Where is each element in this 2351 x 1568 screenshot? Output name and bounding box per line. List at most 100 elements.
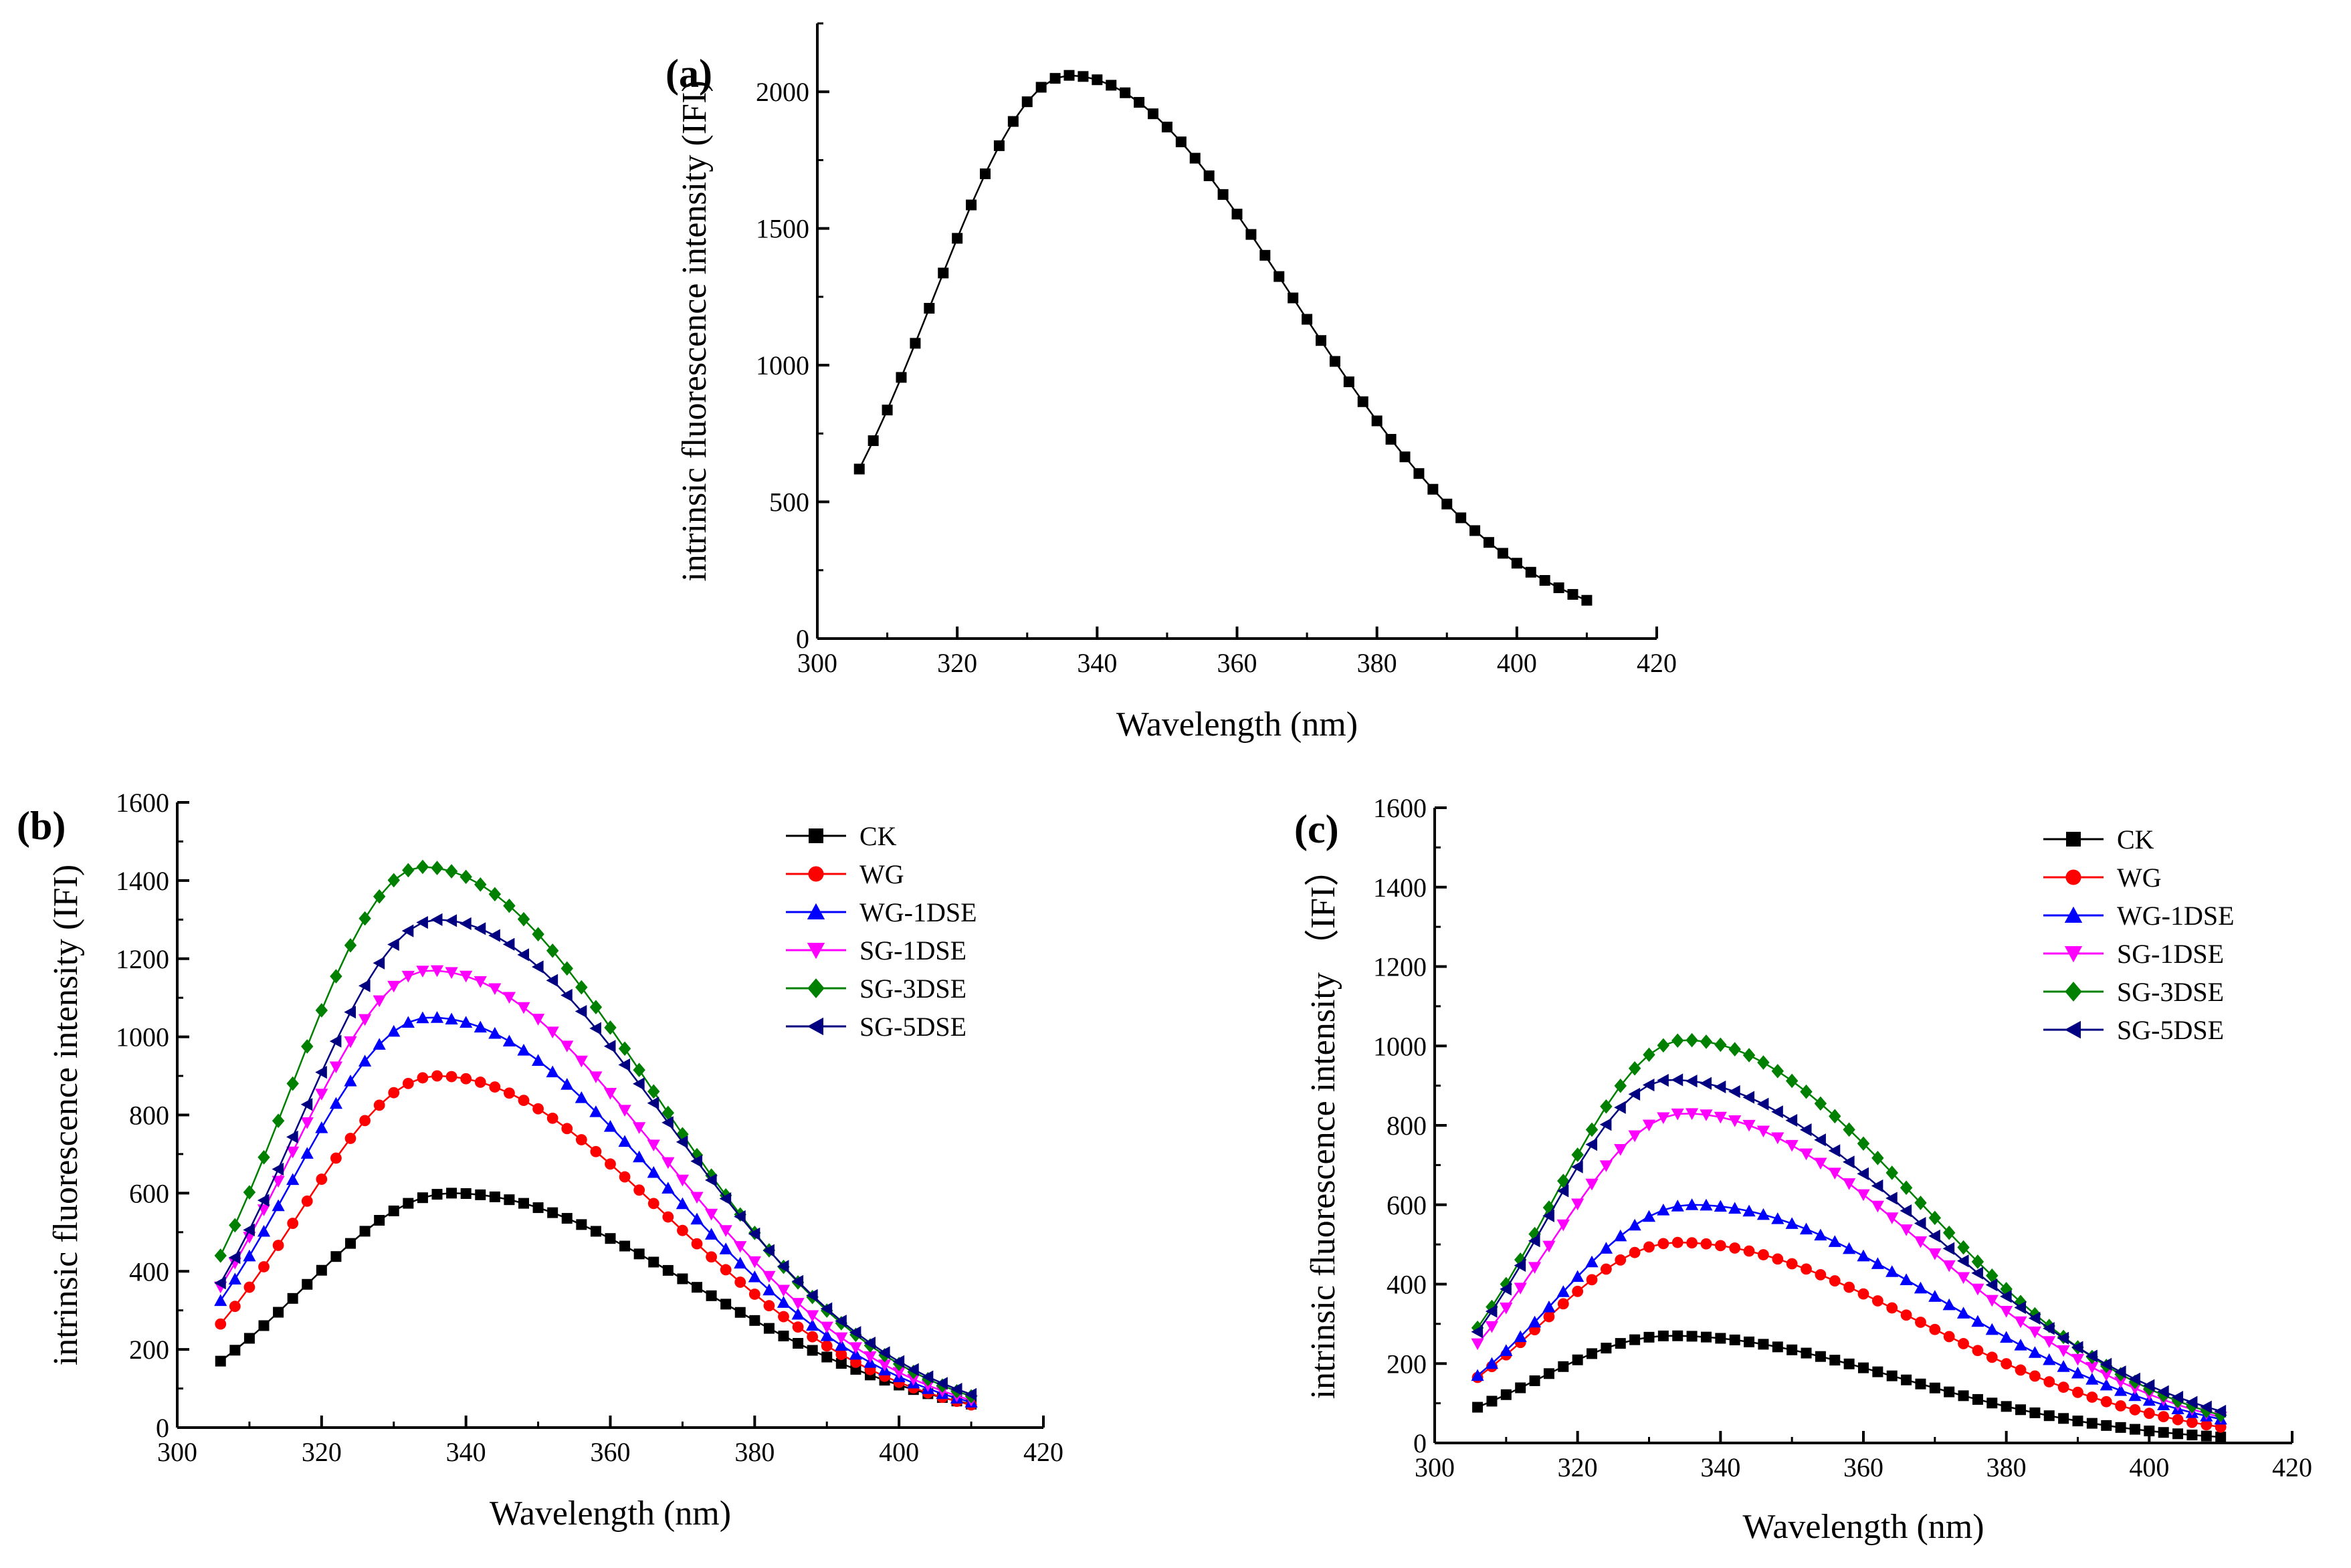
legend-label: WG-1DSE <box>2117 901 2235 931</box>
y-tick-label: 800 <box>129 1101 169 1131</box>
data-point <box>1672 1330 1683 1341</box>
data-point <box>388 1205 399 1216</box>
data-point <box>1614 1229 1627 1242</box>
data-point <box>762 1283 776 1296</box>
data-point <box>1714 1111 1727 1124</box>
data-point <box>1629 1334 1641 1345</box>
data-point <box>1542 1240 1556 1253</box>
data-point <box>1914 1236 1928 1248</box>
data-point <box>1316 335 1326 346</box>
data-point <box>2114 1383 2128 1396</box>
y-tick-label: 600 <box>1387 1190 1427 1220</box>
data-point <box>575 1004 587 1018</box>
data-point <box>966 199 977 211</box>
data-point <box>1657 1112 1670 1125</box>
data-point <box>1843 1155 1855 1169</box>
data-point <box>2028 1311 2041 1325</box>
data-point <box>517 1002 530 1014</box>
data-point <box>791 1298 805 1310</box>
data-point <box>373 889 386 904</box>
data-point <box>633 1062 645 1078</box>
data-point <box>1469 525 1481 536</box>
panel-label: (b) <box>17 804 66 848</box>
data-point <box>402 863 415 878</box>
data-point <box>1514 1330 1527 1343</box>
data-point <box>2100 1378 2113 1391</box>
data-point <box>1928 1290 1942 1302</box>
data-point <box>1556 1285 1570 1297</box>
x-tick-label: 420 <box>1023 1437 1063 1467</box>
data-point <box>1742 1048 1756 1062</box>
x-tick-label: 360 <box>591 1437 631 1467</box>
data-point <box>502 992 516 1004</box>
data-point <box>575 1055 588 1068</box>
data-point <box>488 983 502 996</box>
data-point <box>777 1260 789 1273</box>
x-tick-label: 300 <box>797 648 837 678</box>
legend-marker <box>808 866 824 882</box>
data-point <box>2000 1290 2012 1303</box>
data-point <box>272 1113 285 1129</box>
data-point <box>489 1081 501 1093</box>
y-tick-label: 0 <box>156 1413 169 1443</box>
data-point <box>647 1097 659 1110</box>
data-point <box>1485 1321 1499 1333</box>
data-point <box>633 1248 645 1260</box>
data-point <box>863 1336 876 1350</box>
data-point <box>575 1091 588 1103</box>
data-point <box>907 1363 919 1376</box>
data-point <box>820 1321 833 1334</box>
data-point <box>704 1208 718 1221</box>
data-point <box>2100 1369 2113 1381</box>
data-point <box>344 1075 357 1087</box>
data-point <box>589 1105 603 1117</box>
data-point <box>474 976 487 988</box>
data-point <box>690 1212 704 1225</box>
data-point <box>1571 1198 1585 1211</box>
data-point <box>1786 1258 1798 1270</box>
data-point <box>1686 1237 1698 1249</box>
data-point <box>2043 1336 2056 1348</box>
data-point <box>488 887 502 902</box>
data-point <box>1542 1301 1556 1313</box>
data-point <box>2001 1358 2013 1369</box>
data-point <box>980 168 991 179</box>
data-point <box>214 1248 227 1263</box>
data-point <box>2071 1353 2085 1366</box>
data-point <box>1657 1330 1669 1341</box>
data-point <box>1572 1354 1583 1365</box>
x-tick-label: 340 <box>1077 648 1117 678</box>
data-point <box>474 1020 487 1033</box>
series-CK <box>1472 1330 2227 1443</box>
legend-label: CK <box>859 821 897 851</box>
data-point <box>777 1296 791 1308</box>
data-point <box>546 1112 558 1124</box>
data-point <box>618 1135 631 1147</box>
data-point <box>892 1355 905 1368</box>
data-point <box>228 1251 241 1264</box>
data-point <box>229 1218 241 1233</box>
data-point <box>589 1022 601 1035</box>
data-point <box>835 1332 848 1345</box>
data-point <box>214 1294 227 1307</box>
data-point <box>589 1000 603 1014</box>
data-point <box>706 1251 717 1263</box>
data-point <box>1628 1087 1641 1101</box>
data-point <box>1871 1151 1884 1165</box>
data-point <box>301 1039 314 1054</box>
data-point <box>762 1270 776 1283</box>
data-point <box>1728 1115 1742 1127</box>
data-point <box>1485 1305 1498 1318</box>
series-line <box>858 74 1587 601</box>
data-point <box>867 435 879 447</box>
data-point <box>576 1219 587 1230</box>
data-point <box>1857 1288 1869 1300</box>
data-point <box>1957 1240 1970 1255</box>
data-point <box>215 1318 227 1330</box>
data-point <box>1785 1139 1799 1152</box>
data-point <box>1756 1097 1769 1111</box>
data-point <box>1343 376 1354 388</box>
data-point <box>2186 1430 2198 1441</box>
data-point <box>1799 1123 1812 1137</box>
data-point <box>488 1026 502 1039</box>
